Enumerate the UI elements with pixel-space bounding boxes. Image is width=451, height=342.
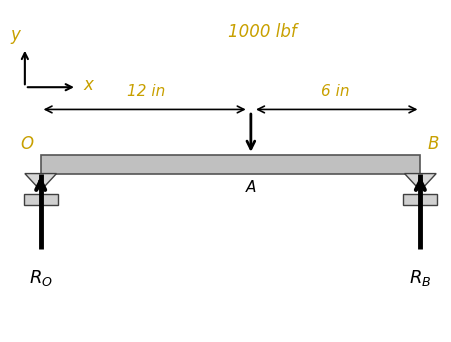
- Text: 1000 lbf: 1000 lbf: [227, 23, 296, 41]
- Bar: [41, 155, 419, 174]
- Text: 12 in: 12 in: [126, 84, 165, 99]
- Polygon shape: [25, 174, 56, 191]
- Bar: [403, 194, 437, 205]
- Text: 6 in: 6 in: [321, 84, 349, 99]
- Text: x: x: [83, 77, 93, 94]
- Text: $R_O$: $R_O$: [29, 268, 52, 288]
- Text: y: y: [11, 26, 21, 44]
- Polygon shape: [404, 174, 435, 191]
- Text: $R_B$: $R_B$: [408, 268, 431, 288]
- Text: O: O: [21, 135, 34, 153]
- Bar: [24, 194, 58, 205]
- Text: B: B: [426, 135, 437, 153]
- Text: A: A: [245, 181, 255, 195]
